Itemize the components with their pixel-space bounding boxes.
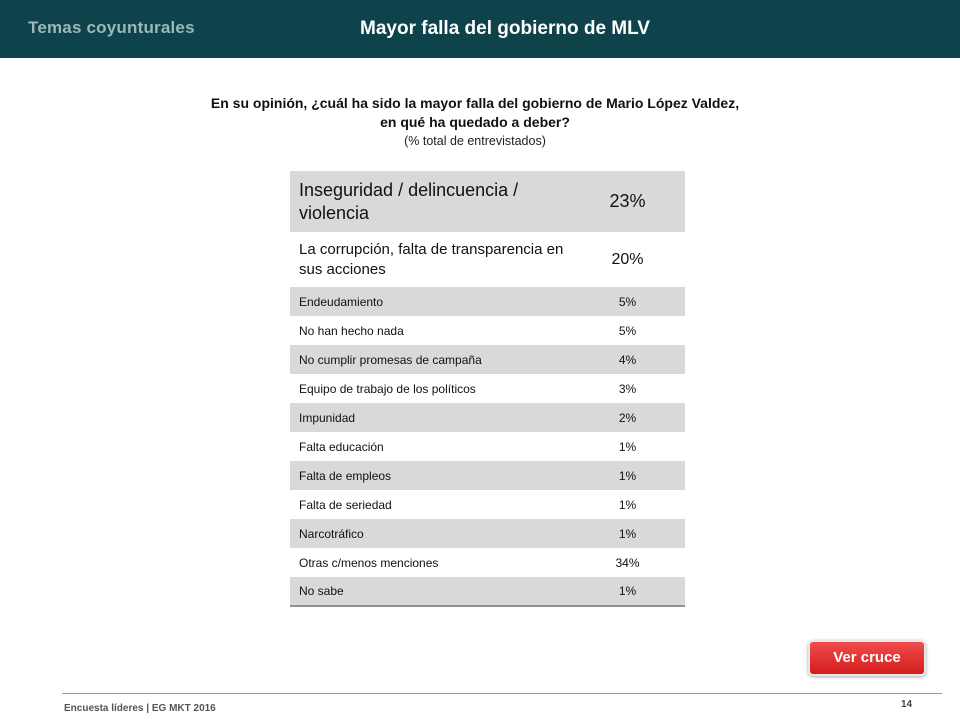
row-value: 2% [618, 410, 637, 425]
row-label: No sabe [299, 584, 344, 598]
table-row: Falta de seriedad 1% [290, 490, 685, 519]
table-row: Impunidad 2% [290, 403, 685, 432]
row-value: 3% [618, 381, 637, 396]
row-value: 1% [618, 584, 637, 598]
row-label: Impunidad [299, 410, 356, 425]
question-line-1: En su opinión, ¿cuál ha sido la mayor fa… [210, 95, 740, 111]
table-row: Inseguridad / delincuencia / violencia 2… [290, 171, 685, 232]
table-row: Otras c/menos menciones 34% [290, 548, 685, 577]
page-number: 14 [901, 699, 913, 710]
table-row: No sabe 1% [290, 577, 685, 606]
row-label: No han hecho nada [299, 323, 404, 338]
row-label: Equipo de trabajo de los políticos [299, 381, 476, 396]
row-value: 1% [618, 468, 637, 483]
table-row: Narcotráfico 1% [290, 519, 685, 548]
ver-cruce-button[interactable]: Ver cruce [808, 640, 926, 676]
row-value: 4% [618, 352, 637, 367]
table-row: Falta educación 1% [290, 432, 685, 461]
row-value: 5% [618, 294, 637, 309]
row-label: Falta de empleos [299, 468, 392, 483]
row-value: 1% [618, 439, 637, 454]
question-subtitle: (% total de entrevistados) [404, 134, 546, 148]
results-table: Inseguridad / delincuencia / violencia 2… [290, 171, 685, 607]
section-title: Temas coyunturales [28, 18, 195, 37]
table-row: No han hecho nada 5% [290, 316, 685, 345]
row-label: Endeudamiento [299, 294, 384, 309]
row-label: Inseguridad / delincuencia / violencia [299, 179, 519, 223]
table-row: Falta de empleos 1% [290, 461, 685, 490]
row-label: Narcotráfico [299, 526, 364, 541]
row-label: Otras c/menos menciones [299, 555, 439, 570]
row-value: 1% [618, 526, 637, 541]
table-row: Endeudamiento 5% [290, 287, 685, 316]
row-label: Falta de seriedad [299, 497, 392, 512]
row-value: 1% [618, 497, 637, 512]
table-row: La corrupción, falta de transparencia en… [290, 232, 685, 287]
row-label: No cumplir promesas de campaña [299, 352, 482, 367]
footer-divider [62, 693, 942, 694]
survey-question: En su opinión, ¿cuál ha sido la mayor fa… [120, 94, 830, 151]
footer-source: Encuesta líderes | EG MKT 2016 [64, 703, 216, 714]
ver-cruce-label: Ver cruce [833, 649, 901, 666]
slide-title: Mayor falla del gobierno de MLV [360, 18, 650, 39]
question-line-2: en qué ha quedado a deber? [380, 114, 570, 130]
row-value: 23% [609, 191, 646, 211]
table-row: No cumplir promesas de campaña 4% [290, 345, 685, 374]
row-label: La corrupción, falta de transparencia en… [299, 240, 564, 278]
table-row: Equipo de trabajo de los políticos 3% [290, 374, 685, 403]
row-value: 20% [611, 250, 644, 268]
row-value: 5% [618, 323, 637, 338]
row-value: 34% [615, 555, 640, 570]
header-bar: Temas coyunturales Mayor falla del gobie… [0, 0, 960, 58]
row-label: Falta educación [299, 439, 384, 454]
